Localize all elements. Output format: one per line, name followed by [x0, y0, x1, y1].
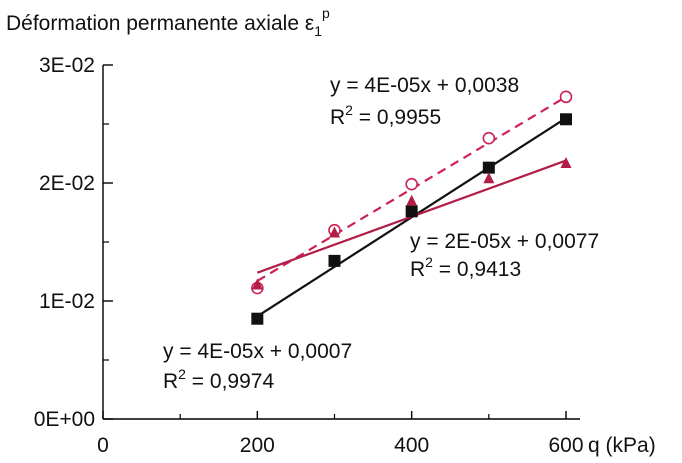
r2-circles: R2 = 0,9955 [330, 102, 441, 129]
data-markers [251, 90, 573, 325]
x-tick-label: 200 [240, 434, 275, 457]
equation-annotation-triangles: y = 2E-05x + 0,0077 R2 = 0,9413 [410, 230, 599, 281]
r2-value-squares: 0,9974 [210, 370, 275, 393]
r2-value-triangles: 0,9413 [457, 258, 521, 281]
r2-symbol: R [330, 106, 345, 129]
r2-symbol: R [410, 258, 425, 281]
r2-exponent: 2 [178, 366, 186, 382]
y-tick-label: 3E-02 [39, 54, 95, 77]
marker-filled-triangle [251, 278, 263, 290]
marker-filled-square [251, 312, 264, 325]
equation-circles: y = 4E-05x + 0,0038 [330, 74, 519, 97]
y-axis-title-symbol: ε [305, 12, 314, 35]
marker-filled-square [405, 205, 418, 218]
marker-filled-square [328, 254, 341, 267]
x-tick-label: 600 [548, 434, 583, 457]
y-axis-title: Déformation permanente axiale ε1p [6, 5, 330, 39]
marker-filled-triangle [483, 172, 495, 184]
r2-symbol: R [163, 370, 178, 393]
equation-triangles: y = 2E-05x + 0,0077 [410, 230, 599, 253]
x-axis-unit-label: q (kPa) [588, 434, 656, 457]
y-tick-label: 1E-02 [39, 290, 95, 313]
equation-squares: y = 4E-05x + 0,0007 [163, 340, 352, 363]
y-axis-title-superscript: p [322, 5, 330, 21]
r2-equals: = [353, 106, 377, 129]
tick-labels: 0E+00 1E-02 2E-02 3E-02 0 200 400 600 [34, 54, 584, 457]
marker-filled-square [560, 113, 572, 126]
y-tick-label: 2E-02 [39, 172, 95, 195]
marker-filled-triangle [406, 194, 418, 206]
marker-filled-triangle [560, 156, 572, 168]
y-tick-label: 0E+00 [34, 408, 95, 431]
x-tick-label: 400 [394, 434, 429, 457]
tick-marks [102, 64, 567, 420]
r2-value-circles: 0,9955 [377, 106, 441, 129]
x-tick-label: 0 [97, 434, 109, 457]
marker-filled-square [482, 161, 495, 174]
r2-equals: = [186, 370, 210, 393]
y-axis-title-prefix: Déformation permanente axiale [6, 12, 305, 35]
marker-filled-triangle [329, 226, 340, 238]
r2-squares: R2 = 0,9974 [163, 366, 274, 393]
r2-triangles: R2 = 0,9413 [410, 254, 521, 281]
equation-annotation-squares: y = 4E-05x + 0,0007 R2 = 0,9974 [163, 340, 352, 393]
r2-exponent: 2 [345, 102, 353, 118]
marker-open-circle [559, 90, 573, 104]
marker-open-circle [482, 131, 496, 145]
r2-exponent: 2 [425, 254, 433, 270]
equation-annotation-circles: y = 4E-05x + 0,0038 R2 = 0,9955 [330, 74, 519, 129]
r2-equals: = [433, 258, 457, 281]
y-axis-title-subscript: 1 [314, 23, 322, 39]
marker-open-circle [405, 177, 418, 191]
